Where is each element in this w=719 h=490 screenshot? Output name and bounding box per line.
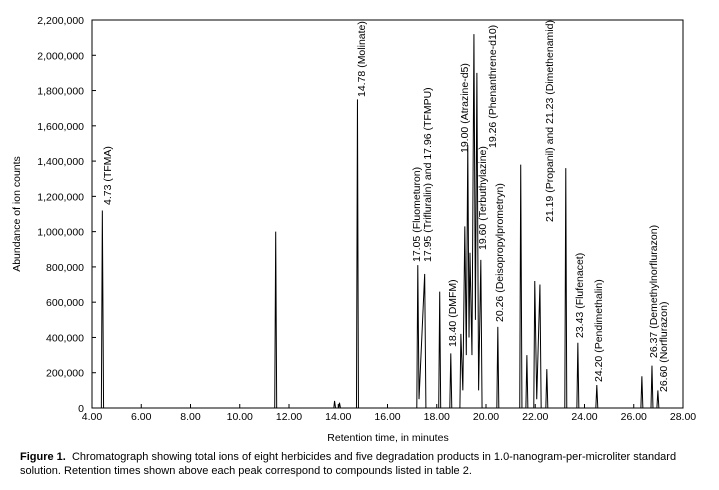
y-tick-label: 400,000: [46, 332, 84, 344]
peak-annotation: 24.20 (Pendimethalin): [593, 279, 605, 382]
peak-annotation: 4.73 (TFMA): [102, 146, 114, 205]
y-tick-label: 800,000: [46, 262, 84, 274]
peak-annotation: 26.60 (Norflurazon): [658, 302, 670, 392]
x-tick-label: 10.00: [227, 411, 253, 423]
chart: Retention time, in minutes Abundance of …: [11, 15, 696, 444]
y-tick-label: 2,200,000: [37, 15, 84, 27]
y-tick-label: 1,800,000: [37, 86, 84, 98]
caption-text: Chromatograph showing total ions of eigh…: [20, 451, 677, 477]
peak-annotation: 17.05 (Fluometuron): [411, 167, 423, 262]
chromatogram-line: [92, 34, 683, 409]
peak-annotation: 17.95 (Trifluralin) and 17.96 (TFMPU): [422, 87, 434, 262]
y-tick-label: 0: [78, 403, 84, 415]
x-tick-label: 12.00: [276, 411, 302, 423]
y-tick-label: 1,600,000: [37, 121, 84, 133]
peak-annotation: 26.37 (Demethylnorflurazon): [648, 225, 660, 358]
x-tick-label: 14.00: [325, 411, 351, 423]
y-tick-label: 1,200,000: [37, 191, 84, 203]
x-tick-label: 20.00: [473, 411, 499, 423]
peak-annotation: 20.26 (Deisopropylprometryn): [494, 183, 506, 322]
x-tick-label: 6.00: [131, 411, 152, 423]
y-axis-label: Abundance of ion counts: [11, 156, 23, 272]
y-tick-label: 600,000: [46, 297, 84, 309]
peak-annotation: 23.43 (Flufenacet): [574, 253, 586, 338]
x-tick-label: 8.00: [180, 411, 201, 423]
caption-label: Figure 1.: [20, 451, 66, 463]
x-tick-label: 24.00: [571, 411, 597, 423]
x-tick-label: 28.00: [670, 411, 696, 423]
peak-annotation: 21.19 (Propanil) and 21.23 (Dimethenamid…: [544, 20, 556, 222]
peak-annotation: 19.60 (Terbuthylazine): [477, 146, 489, 250]
x-tick-label: 26.00: [621, 411, 647, 423]
peak-annotation: 18.40 (DMFM): [447, 279, 459, 347]
peak-annotation: 14.78 (Molinate): [356, 21, 368, 97]
y-tick-label: 1,000,000: [37, 227, 84, 239]
x-tick-label: 4.00: [82, 411, 103, 423]
peak-annotation: 19.00 (Atrazine-d5): [459, 63, 471, 153]
x-tick-label: 22.00: [522, 411, 548, 423]
y-tick-label: 2,000,000: [37, 50, 84, 62]
y-tick-label: 200,000: [46, 368, 84, 380]
x-tick-label: 18.00: [424, 411, 450, 423]
x-tick-label: 16.00: [374, 411, 400, 423]
peak-annotation: 19.26 (Phenanthrene-d10): [487, 25, 499, 148]
y-tick-label: 1,400,000: [37, 156, 84, 168]
x-axis-label: Retention time, in minutes: [327, 432, 448, 444]
caption: Figure 1. Chromatograph showing total io…: [20, 450, 700, 478]
